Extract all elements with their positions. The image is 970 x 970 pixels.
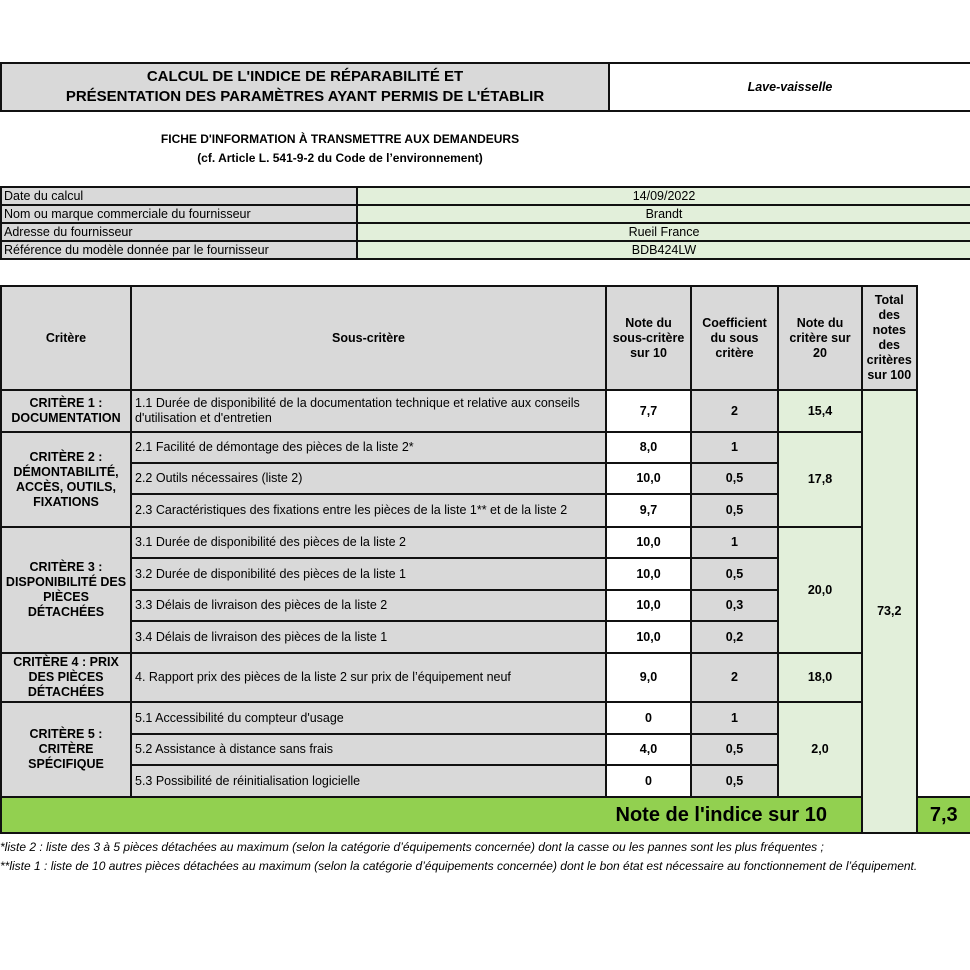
- total-100: 73,2: [861, 389, 918, 834]
- subcriterion-coef: 0,2: [690, 620, 779, 654]
- info-label: Référence du modèle donnée par le fourni…: [0, 240, 358, 260]
- column-header: Note du critère sur 20: [777, 285, 863, 391]
- subcriterion-coef: 2: [690, 652, 779, 703]
- subcriterion-note: 10,0: [605, 589, 692, 622]
- criterion-score20: 15,4: [777, 389, 863, 433]
- column-header: Critère: [0, 285, 132, 391]
- title-table: CALCUL DE L'INDICE DE RÉPARABILITÉ ET PRÉ…: [0, 62, 970, 112]
- criterion-score20: 17,8: [777, 431, 863, 528]
- subcriterion-label: 5.2 Assistance à distance sans frais: [130, 733, 607, 766]
- criterion-name: CRITÈRE 4 : PRIX DES PIÈCES DÉTACHÉES: [0, 652, 132, 703]
- criterion-score20: 2,0: [777, 701, 863, 798]
- final-row: Note de l'indice sur 10 7,3: [0, 796, 970, 834]
- subcriterion-label: 2.3 Caractéristiques des fixations entre…: [130, 493, 607, 528]
- subcriterion-row: CRITÈRE 5 : CRITÈRE SPÉCIFIQUE 5.1 Access…: [0, 701, 970, 798]
- header-row: Critère Sous-critère Note du sous-critère …: [0, 285, 970, 391]
- column-header: Sous-critère: [130, 285, 607, 391]
- info-row: Référence du modèle donnée par le fourni…: [0, 240, 970, 260]
- footnotes: *liste 2 : liste des 3 à 5 pièces détach…: [0, 838, 965, 875]
- subcriterion-row: 2.3 Caractéristiques des fixations entre…: [1, 493, 970, 528]
- criterion-name: CRITÈRE 1 : DOCUMENTATION: [0, 389, 132, 433]
- info-label: Date du calcul: [0, 186, 358, 206]
- subcriterion-coef: 0,5: [690, 493, 779, 528]
- info-value: 14/09/2022: [356, 186, 970, 206]
- criterion-name: CRITÈRE 5 : CRITÈRE SPÉCIFIQUE: [0, 701, 132, 798]
- criteria-table: Critère Sous-critère Note du sous-critère …: [0, 285, 970, 834]
- subcriterion-coef: 0,5: [690, 462, 779, 495]
- subcriterion-coef: 1: [690, 431, 779, 464]
- footnote-liste1: **liste 1 : liste de 10 autres pièces dé…: [0, 858, 918, 873]
- subcriterion-label: 1.1 Durée de disponibilité de la documen…: [130, 389, 607, 433]
- subcriterion-row: CRITÈRE 2 : DÉMONTABILITÉ, ACCÈS, OUTILS…: [0, 431, 970, 528]
- subcriterion-note: 7,7: [605, 389, 692, 433]
- subcriterion-label: 3.2 Durée de disponibilité des pièces de…: [130, 557, 607, 591]
- subcriterion-row: CRITÈRE 4 : PRIX DES PIÈCES DÉTACHÉES 4. …: [0, 652, 970, 703]
- column-header: Note du sous-critère sur 10: [605, 285, 692, 391]
- subcriterion-note: 10,0: [605, 462, 692, 495]
- subcriterion-coef: 0,5: [690, 764, 779, 798]
- subcriterion-note: 9,7: [605, 493, 692, 528]
- subcriterion-row: 3.2 Durée de disponibilité des pièces de…: [1, 557, 970, 591]
- subcriterion-row: 3.3 Délais de livraison des pièces de la…: [1, 589, 970, 622]
- subcriterion-label: 3.1 Durée de disponibilité des pièces de…: [130, 526, 607, 559]
- subcriterion-note: 8,0: [605, 431, 692, 464]
- document-title: CALCUL DE L'INDICE DE RÉPARABILITÉ ET PRÉ…: [0, 62, 610, 112]
- footnote-liste2: *liste 2 : liste des 3 à 5 pièces détach…: [0, 840, 824, 854]
- subcriterion-label: 2.1 Facilité de démontage des pièces de …: [130, 431, 607, 464]
- subcriterion-note: 10,0: [605, 620, 692, 654]
- subcriterion-coef: 0,3: [690, 589, 779, 622]
- subcriterion-row: CRITÈRE 3 : DISPONIBILITÉ DES PIÈCES DÉT…: [0, 526, 970, 654]
- info-row: Adresse du fournisseur Rueil France: [0, 222, 970, 242]
- subcriterion-label: 5.3 Possibilité de réinitialisation logi…: [130, 764, 607, 798]
- info-row: Nom ou marque commerciale du fournisseur…: [0, 204, 970, 224]
- subcriterion-label: 2.2 Outils nécessaires (liste 2): [130, 462, 607, 495]
- subcriterion-coef: 0,5: [690, 557, 779, 591]
- subcriterion-coef: 1: [690, 701, 779, 735]
- info-row: Date du calcul 14/09/2022: [0, 186, 970, 206]
- subcriterion-coef: 1: [690, 526, 779, 559]
- subcriterion-row: 2.2 Outils nécessaires (liste 2) 10,0 0,5: [1, 462, 970, 495]
- subcriterion-note: 10,0: [605, 526, 692, 559]
- subcriterion-label: 4. Rapport prix des pièces de la liste 2…: [130, 652, 607, 703]
- subcriterion-note: 4,0: [605, 733, 692, 766]
- info-label: Adresse du fournisseur: [0, 222, 358, 242]
- criterion-name: CRITÈRE 3 : DISPONIBILITÉ DES PIÈCES DÉT…: [0, 526, 132, 654]
- criterion-score20: 20,0: [777, 526, 863, 654]
- subcriterion-note: 0: [605, 764, 692, 798]
- info-value: BDB424LW: [356, 240, 970, 260]
- info-value: Rueil France: [356, 222, 970, 242]
- subcriterion-row: 5.3 Possibilité de réinitialisation logi…: [1, 764, 970, 798]
- subcriterion-row: 3.4 Délais de livraison des pièces de la…: [1, 620, 970, 654]
- criterion-score20: 18,0: [777, 652, 863, 703]
- subtitle: FICHE D'INFORMATION À TRANSMETTRE AUX DE…: [160, 132, 520, 165]
- subcriterion-note: 10,0: [605, 557, 692, 591]
- final-label: Note de l'indice sur 10: [0, 796, 863, 834]
- subcriterion-row: CRITÈRE 1 : DOCUMENTATION 1.1 Durée de di…: [0, 389, 970, 834]
- criterion-name: CRITÈRE 2 : DÉMONTABILITÉ, ACCÈS, OUTILS…: [0, 431, 132, 528]
- info-table: Date du calcul 14/09/2022 Nom ou marque co…: [0, 186, 970, 260]
- subcriterion-coef: 2: [690, 389, 779, 433]
- info-label: Nom ou marque commerciale du fournisseur: [0, 204, 358, 224]
- subcriterion-label: 3.4 Délais de livraison des pièces de la…: [130, 620, 607, 654]
- column-header: Total des notes des critères sur 100: [861, 285, 918, 391]
- product-type: Lave-vaisselle: [608, 62, 970, 112]
- final-score: 7,3: [915, 796, 970, 834]
- subcriterion-coef: 0,5: [690, 733, 779, 766]
- subcriterion-row: 5.2 Assistance à distance sans frais 4,0 0…: [1, 733, 970, 766]
- info-value: Brandt: [356, 204, 970, 224]
- subcriterion-note: 0: [605, 701, 692, 735]
- subcriterion-note: 9,0: [605, 652, 692, 703]
- subcriterion-label: 5.1 Accessibilité du compteur d'usage: [130, 701, 607, 735]
- column-header: Coefficient du sous critère: [690, 285, 779, 391]
- subcriterion-label: 3.3 Délais de livraison des pièces de la…: [130, 589, 607, 622]
